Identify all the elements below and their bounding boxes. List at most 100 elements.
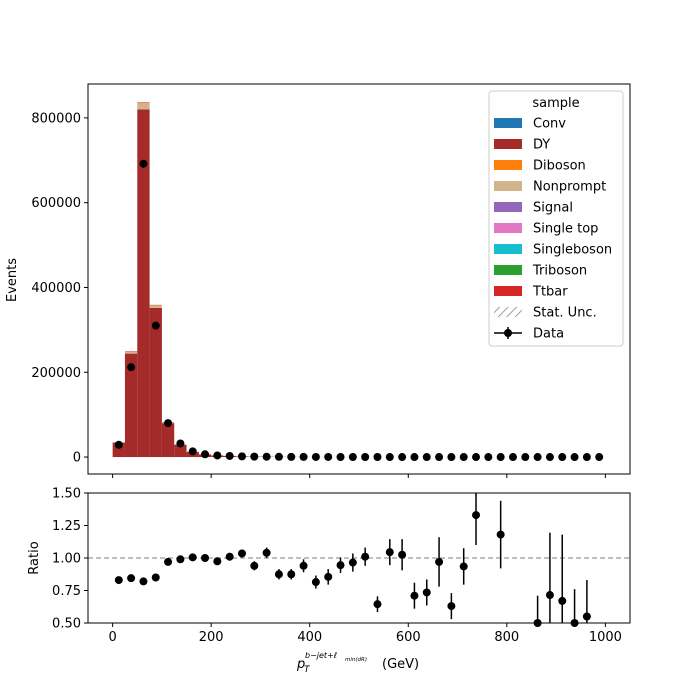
ratio-point <box>114 576 123 585</box>
legend-label: Stat. Unc. <box>533 306 597 321</box>
ratio-data-points <box>114 493 591 627</box>
bar-dy <box>161 423 175 458</box>
ratio-x-axis: 0 200 400 600 800 1000 <box>108 623 622 645</box>
legend-swatch-hatch <box>494 307 522 317</box>
legend-swatch <box>494 160 522 170</box>
ratio-point <box>496 530 505 539</box>
ratio-point <box>176 555 185 564</box>
x-tick-label: 1000 <box>589 630 622 645</box>
ratio-y-label: Ratio <box>27 541 42 574</box>
data-point <box>237 452 246 461</box>
ratio-point <box>361 552 370 561</box>
x-axis-label: p T b−jet+ℓ min(dR) (GeV) <box>296 651 419 675</box>
data-point <box>287 452 296 461</box>
data-point <box>496 453 505 462</box>
main-y-label: Events <box>5 258 20 302</box>
y-tick-label: 600000 <box>31 196 81 211</box>
ratio-point <box>311 578 320 587</box>
legend-label: Nonprompt <box>533 180 606 195</box>
legend-label: Conv <box>533 117 566 132</box>
y-tick-label: 800000 <box>31 111 81 126</box>
ratio-point <box>558 596 567 605</box>
ratio-point <box>459 562 468 571</box>
ratio-point <box>385 548 394 557</box>
bar-ttbar <box>137 102 150 104</box>
data-point <box>595 453 604 462</box>
data-point <box>311 452 320 461</box>
bar-dy <box>149 307 162 458</box>
data-point <box>250 452 259 461</box>
main-bars <box>112 102 359 458</box>
ratio-point <box>250 561 259 570</box>
data-point <box>336 452 345 461</box>
data-point <box>508 453 517 462</box>
ratio-point <box>262 548 271 557</box>
bar-nonprompt <box>137 103 150 110</box>
ratio-y-tick-label: 1.50 <box>52 487 81 502</box>
data-point <box>472 453 481 462</box>
ratio-point <box>410 591 419 600</box>
ratio-y-tick-label: 1.25 <box>52 519 81 534</box>
ratio-y-tick-label: 0.50 <box>52 617 81 632</box>
legend-swatch <box>494 181 522 191</box>
data-point <box>274 452 283 461</box>
data-point <box>582 453 591 462</box>
y-tick-label: 200000 <box>31 366 81 381</box>
legend-label: Diboson <box>533 159 586 174</box>
data-point <box>188 447 197 456</box>
y-tick-label: 400000 <box>31 281 81 296</box>
ratio-y-axis: 0.50 0.75 1.00 1.25 1.50 <box>52 487 88 632</box>
ratio-point <box>201 554 210 562</box>
legend-title: sample <box>532 96 579 111</box>
ratio-point <box>287 570 296 579</box>
ratio-y-tick-label: 1.00 <box>52 552 81 567</box>
legend-swatch <box>494 223 522 233</box>
data-point <box>348 452 357 461</box>
data-point <box>176 439 185 448</box>
x-tick-label: 600 <box>396 630 421 645</box>
main-panel: 0 200000 400000 600000 800000 Events <box>5 83 631 478</box>
data-point <box>201 450 210 459</box>
legend-swatch <box>494 202 522 212</box>
x-tick-label: 800 <box>494 630 519 645</box>
data-point <box>558 453 567 462</box>
ratio-point <box>422 588 431 597</box>
ratio-point <box>545 591 554 600</box>
legend-swatch <box>494 265 522 275</box>
ratio-point <box>348 558 357 567</box>
legend-swatch <box>494 244 522 254</box>
x-label-base: p <box>296 657 305 672</box>
data-point <box>533 453 542 462</box>
ratio-point <box>398 550 407 559</box>
legend: sample Conv DY Diboson Nonprompt Signal Singl… <box>488 90 624 347</box>
x-label-sup-sub: min(dR) <box>345 657 367 663</box>
data-point <box>361 453 370 462</box>
legend-label: Ttbar <box>532 285 568 300</box>
ratio-point <box>225 552 234 561</box>
x-tick-label: 200 <box>199 630 224 645</box>
ratio-point <box>151 573 160 582</box>
ratio-point <box>164 557 173 566</box>
main-data-points <box>114 159 604 462</box>
bar-dy <box>137 109 150 458</box>
ratio-point <box>127 574 136 583</box>
data-point <box>521 453 530 462</box>
data-point <box>570 453 579 462</box>
x-tick-label: 0 <box>108 630 116 645</box>
data-point <box>299 452 308 461</box>
ratio-point <box>582 612 591 621</box>
data-point <box>139 159 148 168</box>
legend-label: Signal <box>533 201 573 216</box>
legend-label: Singleboson <box>533 243 612 258</box>
data-point <box>127 363 136 372</box>
data-point <box>213 451 222 460</box>
ratio-point <box>472 511 481 520</box>
ratio-point <box>299 561 308 570</box>
bar-nonprompt <box>149 305 162 308</box>
ratio-point <box>336 561 345 570</box>
legend-label: Triboson <box>532 264 587 279</box>
bar-dy <box>174 444 187 458</box>
ratio-panel: 0.50 0.75 1.00 1.25 1.50 0 200 400 600 800 1000 R… <box>27 487 631 645</box>
data-point <box>225 451 234 460</box>
